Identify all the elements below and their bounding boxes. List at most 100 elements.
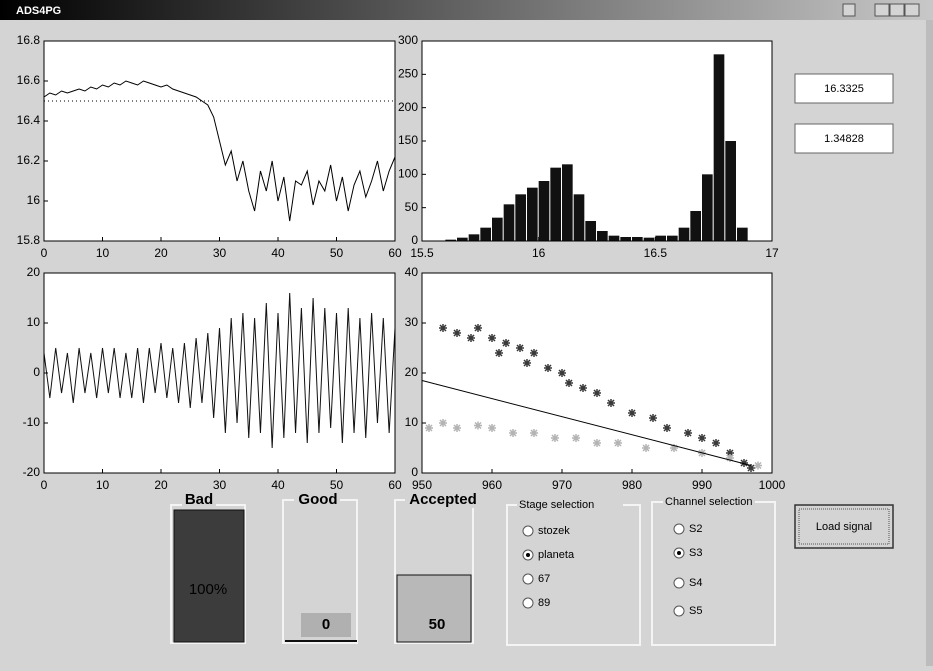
histogram-bar [457,237,468,241]
scatter-point [425,424,433,432]
x-tick-label: 60 [388,478,402,492]
y-tick-label: 200 [398,100,418,114]
window-title: ADS4PG [16,5,61,17]
load-button[interactable] [794,504,894,549]
minimize-button[interactable] [874,3,890,17]
radio-dot [677,551,681,555]
scatter-point [579,384,587,392]
x-tick-label: 60 [388,246,402,260]
y-tick-label: -10 [23,415,41,429]
scatter-point [698,434,706,442]
y-tick-label: 150 [398,133,418,147]
radio-button[interactable] [522,573,534,585]
y-tick-label: 40 [405,265,419,279]
panel-title-bg [517,498,623,512]
histogram-bar [597,231,608,241]
radio-button[interactable] [522,525,534,537]
histogram-bar [725,141,736,241]
scatter-point [565,379,573,387]
scatter-point [754,461,762,470]
histogram-bar [503,204,515,241]
scatter-point [558,369,566,377]
output-field[interactable] [794,73,894,104]
scatter-point [663,424,671,432]
scatter-point [474,421,482,430]
y-tick-label: 15.8 [17,233,41,247]
x-tick-label: 16.5 [644,246,668,260]
x-tick-label: 17 [765,246,779,260]
histogram-bar [527,187,538,241]
radio-label: S4 [689,577,702,589]
scatter-point [684,429,692,437]
scatter-point [530,349,538,357]
histogram-bar [492,217,503,241]
scatter-point [516,344,524,352]
maximize-button[interactable] [889,3,905,17]
histogram-bar [655,235,666,241]
close-button[interactable] [904,3,920,17]
scatter-point [488,424,496,432]
menu-button[interactable] [842,3,856,17]
title-bar [0,0,933,20]
y-tick-label: 10 [27,315,41,329]
scatter-point [593,389,601,397]
plot-area [44,273,395,473]
y-tick-label: 0 [33,365,40,379]
panel-title-bg [663,495,755,509]
x-tick-label: 50 [330,246,344,260]
output-text: 1.34828 [824,133,864,145]
window-edge [926,20,933,666]
x-tick-label: 15.5 [410,246,434,260]
gauge-fill [396,574,472,643]
gauge-title-bg [294,492,340,508]
scatter-point [726,454,734,462]
radio-button[interactable] [673,605,685,617]
y-tick-label: 20 [27,265,41,279]
output-text: 16.3325 [824,83,864,95]
scatter-point [439,324,447,332]
scatter-point [467,334,475,342]
x-tick-label: 0 [41,246,48,260]
scatter-point [642,444,650,452]
histogram-bar [667,235,678,241]
y-tick-label: 16 [27,193,41,207]
y-tick-label: 10 [405,415,419,429]
scatter-point [488,334,496,342]
scatter-point [649,414,657,422]
y-tick-label: 250 [398,67,418,81]
y-tick-label: 16.4 [17,113,41,127]
histogram-bar [515,194,526,241]
gauge-label-box [301,613,351,637]
scatter-point [495,349,503,357]
radio-label: S5 [689,605,702,617]
radio-button[interactable] [673,577,685,589]
y-tick-label: -20 [23,465,41,479]
radio-button[interactable] [673,523,685,535]
radio-button[interactable] [522,597,534,609]
gauge-title: Accepted [409,491,477,508]
histogram-bar [468,234,480,241]
histogram-bar [620,237,631,241]
x-tick-label: 0 [41,478,48,492]
scatter-point [747,464,755,472]
x-tick-label: 50 [330,478,344,492]
radio-label: 67 [538,573,550,585]
histogram-bar [445,239,456,241]
y-tick-label: 300 [398,33,418,47]
radio-label: S3 [689,547,702,559]
histogram-bar [702,174,713,241]
x-tick-label: 20 [154,246,168,260]
y-tick-label: 16.6 [17,73,41,87]
button-label: Load signal [816,521,872,533]
gauge-title-bg [182,492,216,508]
scatter-point [509,429,517,437]
y-tick-label: 0 [411,465,418,479]
radio-dot [526,553,530,557]
x-tick-label: 950 [412,478,432,492]
output-field[interactable] [794,123,894,154]
x-tick-label: 30 [213,478,227,492]
scatter-point [502,339,510,347]
y-tick-label: 16.2 [17,153,41,167]
radio-label: 89 [538,597,550,609]
signal-line [43,292,396,449]
